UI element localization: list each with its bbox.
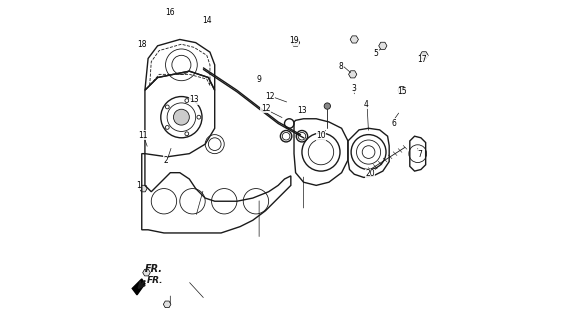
Polygon shape <box>132 279 145 295</box>
Polygon shape <box>163 301 171 308</box>
Text: 8: 8 <box>339 62 343 71</box>
Text: 9: 9 <box>257 75 262 84</box>
Text: FR.: FR. <box>145 264 163 274</box>
Text: 12: 12 <box>261 104 270 113</box>
Text: 17: 17 <box>418 55 427 64</box>
Text: 7: 7 <box>417 150 422 159</box>
Text: 13: 13 <box>189 95 199 104</box>
Text: 5: 5 <box>373 49 378 58</box>
Polygon shape <box>379 42 387 49</box>
Text: 6: 6 <box>391 119 397 128</box>
Text: 2: 2 <box>163 156 168 164</box>
Polygon shape <box>398 87 406 94</box>
Text: 16: 16 <box>166 8 175 17</box>
Circle shape <box>324 103 331 109</box>
Text: 12: 12 <box>266 92 275 101</box>
Text: 10: 10 <box>316 132 326 140</box>
Text: 14: 14 <box>202 16 212 25</box>
Text: 1: 1 <box>136 181 141 190</box>
Text: 18: 18 <box>137 40 146 49</box>
Polygon shape <box>291 39 300 46</box>
Polygon shape <box>139 185 147 192</box>
Text: 13: 13 <box>297 106 307 115</box>
Text: FR.: FR. <box>147 276 164 285</box>
Text: 11: 11 <box>138 131 148 140</box>
Polygon shape <box>350 36 358 43</box>
Circle shape <box>174 109 189 125</box>
Text: 19: 19 <box>289 36 299 45</box>
Polygon shape <box>143 269 150 276</box>
Text: 3: 3 <box>352 84 357 93</box>
Text: 20: 20 <box>365 170 375 179</box>
Text: 4: 4 <box>364 100 369 109</box>
Text: 15: 15 <box>397 87 407 96</box>
Polygon shape <box>420 52 428 59</box>
Polygon shape <box>349 71 357 78</box>
